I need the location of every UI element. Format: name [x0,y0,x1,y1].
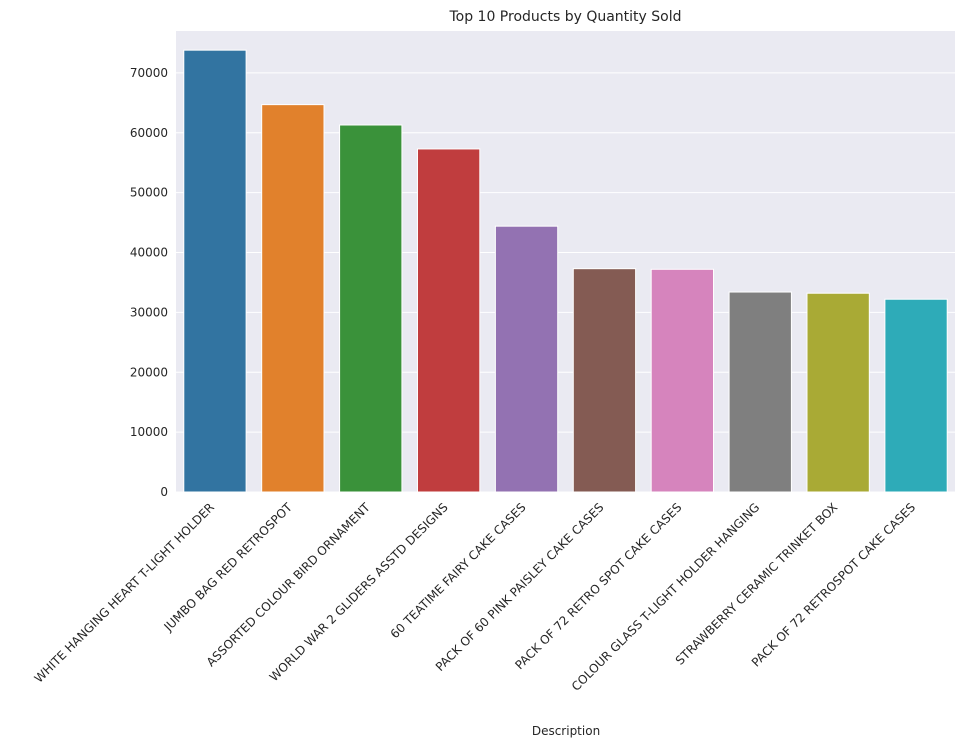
y-tick-label: 20000 [130,365,168,379]
bar [728,291,792,493]
y-tick-label: 30000 [130,305,168,319]
bar [494,225,559,493]
bar [416,148,481,493]
x-tick-label: ASSORTED COLOUR BIRD ORNAMENT [204,500,374,670]
y-tick-label: 70000 [130,66,168,80]
x-tick-label: PACK OF 72 RETRO SPOT CAKE CASES [512,500,684,672]
bar [572,268,637,493]
y-tick-label: 60000 [130,126,168,140]
bar [884,298,948,493]
bar [183,49,247,493]
y-tick-label: 40000 [130,246,168,260]
x-tick-label: WORLD WAR 2 GLIDERS ASSTD DESIGNS [267,500,451,684]
chart-title: Top 10 Products by Quantity Sold [448,9,681,25]
bars [183,49,948,493]
y-axis-ticks: 0 10000 20000 30000 40000 50000 60000 70000 [130,66,168,499]
x-tick-label: PACK OF 72 RETROSPOT CAKE CASES [749,500,918,669]
x-tick-label: PACK OF 60 PINK PAISLEY CAKE CASES [433,500,607,674]
x-tick-label: 60 TEATIME FAIRY CAKE CASES [388,500,529,641]
x-tick-label: WHITE HANGING HEART T-LIGHT HOLDER [32,500,217,685]
bar [339,124,403,493]
y-tick-label: 10000 [130,425,168,439]
x-axis-label: Description [532,724,600,738]
y-tick-label: 50000 [130,186,168,200]
y-tick-label: 0 [160,485,168,499]
bar [650,268,715,493]
bar [261,104,325,493]
x-tick-label: STRAWBERRY CERAMIC TRINKET BOX [673,500,841,668]
bar [806,292,870,493]
x-tick-label: JUMBO BAG RED RETROSPOT [161,500,296,635]
x-axis-ticks: WHITE HANGING HEART T-LIGHT HOLDERJUMBO … [32,500,919,694]
